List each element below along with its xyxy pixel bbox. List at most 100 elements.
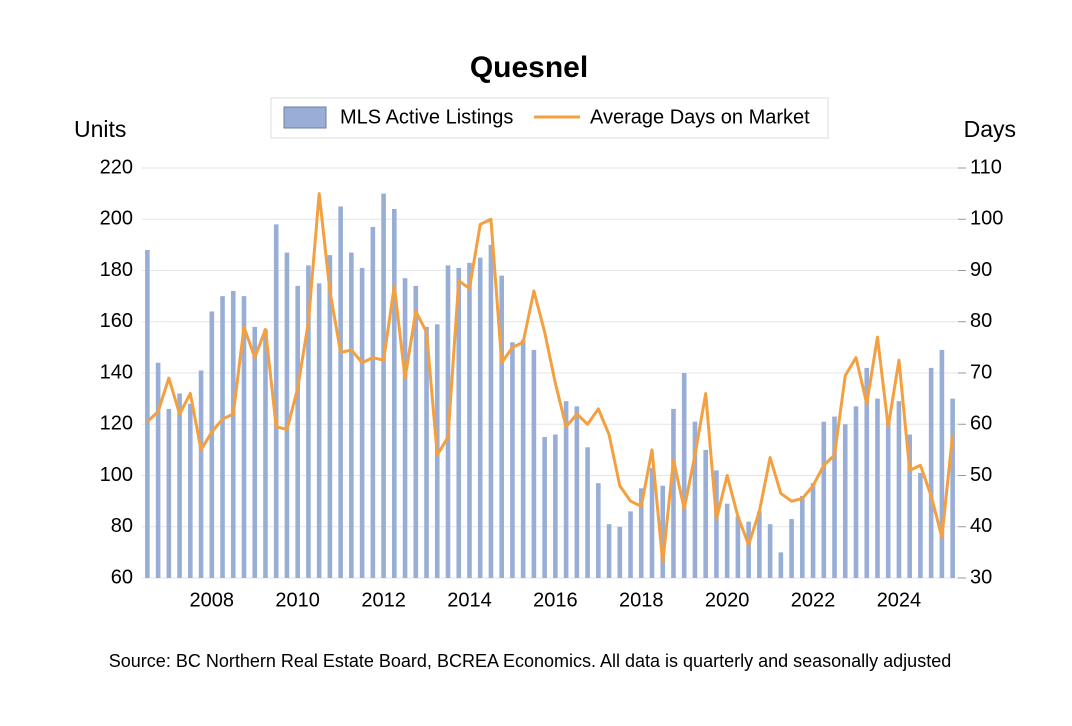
bar <box>596 483 601 578</box>
bar <box>746 521 751 578</box>
bar <box>413 285 419 578</box>
x-tick-label: 2018 <box>619 589 664 611</box>
y-tick-label: 80 <box>111 515 133 537</box>
x-tick-label: 2016 <box>533 589 578 611</box>
bar <box>188 403 193 578</box>
bar <box>553 434 558 578</box>
bar <box>252 326 258 578</box>
bar <box>284 252 290 578</box>
bar <box>800 496 805 578</box>
bar <box>263 329 268 578</box>
legend-swatch <box>283 106 327 129</box>
bar <box>563 401 569 578</box>
x-tick-label: 2022 <box>791 589 836 611</box>
bar <box>370 226 376 578</box>
y2-axis-title: Days <box>964 116 1016 142</box>
y2-tick-label: 80 <box>970 310 992 332</box>
bar <box>510 342 515 578</box>
bar <box>628 511 633 578</box>
bar <box>810 483 816 578</box>
bar <box>316 283 322 578</box>
y-tick-label: 220 <box>100 156 133 178</box>
bar <box>220 296 225 578</box>
bar <box>896 401 902 578</box>
bar <box>155 362 161 578</box>
bar <box>531 349 537 578</box>
y-tick-label: 100 <box>100 464 133 486</box>
y-axis-title: Units <box>74 116 126 142</box>
bar <box>853 406 859 578</box>
bar <box>832 416 837 578</box>
bar <box>735 516 741 578</box>
bar <box>767 524 773 578</box>
bar <box>864 367 870 578</box>
legend-label: Average Days on Market <box>590 106 810 128</box>
bar <box>939 349 945 578</box>
y2-tick-label: 40 <box>970 515 992 537</box>
y2-tick-label: 50 <box>970 464 992 486</box>
bar <box>359 267 365 578</box>
y2-tick-label: 110 <box>970 156 1002 178</box>
bar <box>671 408 676 578</box>
bar <box>542 437 547 578</box>
bar <box>821 421 827 578</box>
y2-tick-label: 100 <box>970 208 1003 230</box>
bar <box>198 370 204 578</box>
bar <box>209 311 215 578</box>
x-tick-label: 2014 <box>447 589 492 611</box>
bar <box>327 255 333 578</box>
bar <box>273 224 279 578</box>
bar <box>381 193 386 578</box>
bar <box>338 206 343 578</box>
bar <box>928 367 934 578</box>
x-tick-label: 2024 <box>877 589 922 611</box>
bar <box>241 296 247 578</box>
chart-title: Quesnel <box>470 51 588 84</box>
bar <box>295 285 300 578</box>
line <box>146 192 955 565</box>
bar <box>402 278 408 578</box>
bar <box>392 209 397 578</box>
y-tick-label: 200 <box>100 208 133 230</box>
y-tick-label: 120 <box>100 413 133 435</box>
bar <box>230 291 236 578</box>
bar <box>842 424 848 578</box>
bar <box>638 488 644 578</box>
bar <box>177 393 182 578</box>
bar <box>145 250 150 578</box>
bar <box>349 252 354 578</box>
bar <box>499 275 504 578</box>
bar <box>724 503 730 578</box>
bar <box>757 511 762 578</box>
bar <box>681 373 687 578</box>
bar <box>875 398 880 578</box>
bar <box>617 526 623 578</box>
bar <box>918 472 923 578</box>
bar <box>467 262 472 578</box>
y2-tick-label: 70 <box>970 361 992 383</box>
bar <box>424 326 429 578</box>
y2-tick-label: 60 <box>970 413 992 435</box>
legend-label: MLS Active Listings <box>340 106 513 128</box>
bar <box>950 398 955 578</box>
bar <box>606 524 612 578</box>
bar <box>456 267 462 578</box>
bar <box>692 421 698 578</box>
bar <box>778 552 784 578</box>
bar <box>789 519 794 578</box>
bar <box>585 447 590 578</box>
bar <box>166 408 172 578</box>
bar <box>488 244 494 578</box>
bar <box>660 485 666 578</box>
bar <box>649 467 655 578</box>
x-tick-label: 2008 <box>190 589 235 611</box>
y2-tick-label: 90 <box>970 259 992 281</box>
y-tick-label: 60 <box>111 566 133 588</box>
bar <box>703 449 708 578</box>
bar <box>520 339 526 578</box>
y2-tick-label: 30 <box>970 566 992 588</box>
y-tick-label: 160 <box>100 310 133 332</box>
bar <box>574 406 580 578</box>
y-tick-label: 180 <box>100 259 133 281</box>
